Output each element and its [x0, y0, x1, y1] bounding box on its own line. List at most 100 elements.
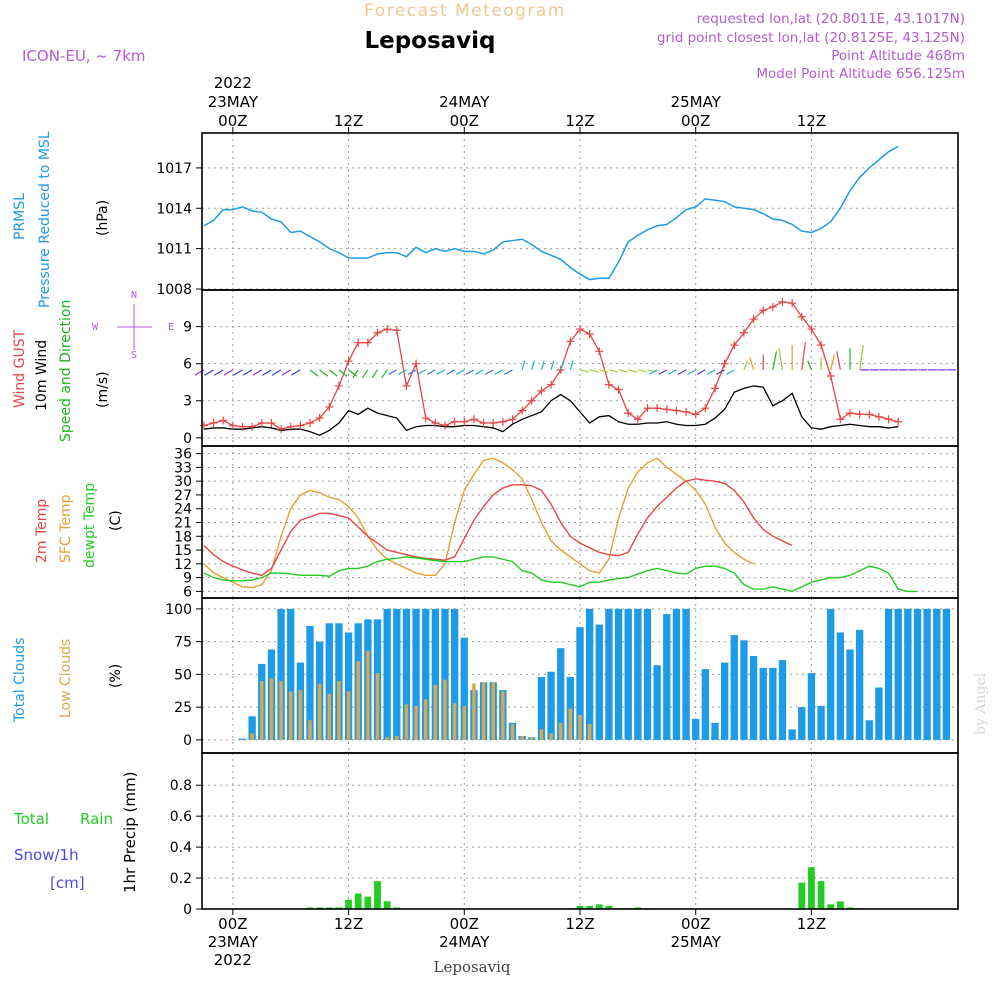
- y-tick-label: 6: [183, 584, 192, 600]
- gust-marker: [527, 396, 536, 405]
- y-tick-label: 0.2: [170, 871, 192, 887]
- wind-direction-arrow: [618, 369, 628, 373]
- wind-direction-arrow: [352, 369, 359, 379]
- wind-direction-arrow: [417, 369, 427, 375]
- total-cloud-bar: [836, 632, 845, 740]
- total-cloud-bar: [412, 608, 420, 740]
- total-cloud-bar: [537, 677, 546, 740]
- y-tick-label: 0.8: [170, 778, 192, 794]
- gust-marker: [556, 365, 565, 374]
- total-cloud-bar: [605, 608, 613, 740]
- gust-marker: [383, 325, 392, 334]
- low-cloud-bar: [288, 691, 293, 740]
- gust-marker: [797, 312, 806, 321]
- x-tick-label-bottom: 00Z: [218, 915, 247, 933]
- gust-marker: [421, 414, 430, 423]
- low-cloud-bar: [327, 694, 332, 740]
- gust-marker: [633, 415, 642, 424]
- total-cloud-bar: [817, 705, 825, 740]
- gust-marker: [315, 414, 324, 423]
- gust-marker: [894, 417, 903, 426]
- y-tick-label: 12: [174, 557, 192, 573]
- wind-direction-arrow: [579, 369, 590, 373]
- wind-direction-arrow: [599, 369, 609, 373]
- wind-direction-arrow: [204, 369, 214, 376]
- total-cloud-bar: [585, 608, 594, 740]
- total-cloud-bar: [393, 608, 401, 740]
- gust-marker: [807, 325, 816, 334]
- total-cloud-bar: [778, 659, 787, 740]
- wind-direction-arrow: [569, 360, 574, 371]
- x-tick-label-bottom: 25MAY: [671, 933, 722, 951]
- x-tick-label-bottom: 12Z: [334, 915, 363, 933]
- gust-marker: [373, 328, 382, 337]
- gust-marker: [682, 407, 691, 416]
- low-cloud-bar: [260, 680, 264, 740]
- total-cloud-bar: [663, 614, 671, 740]
- y-tick-label: 24: [174, 502, 192, 518]
- rain-bar: [345, 899, 352, 909]
- gust-marker: [585, 330, 594, 339]
- gust-marker: [334, 381, 343, 390]
- wind-direction-arrow: [608, 369, 619, 373]
- wind-direction-arrow: [381, 369, 388, 379]
- total-cloud-bar: [643, 608, 652, 740]
- low-cloud-bar: [520, 735, 524, 740]
- wind-direction-arrow: [550, 360, 555, 371]
- total-cloud-bar: [720, 662, 729, 740]
- x-tick-label-top: 25MAY: [671, 93, 722, 111]
- y-tick-label: 9: [183, 571, 192, 587]
- wind-direction-arrow: [706, 369, 716, 375]
- gust-marker: [624, 409, 633, 418]
- low-clouds-label: Low Clouds: [58, 639, 74, 718]
- total-cloud-bar: [624, 608, 632, 740]
- x-tick-label-bottom: 00Z: [450, 915, 479, 933]
- wind-direction-arrow: [589, 369, 599, 373]
- wind-direction-arrow: [371, 369, 378, 379]
- rain-bar: [354, 893, 362, 909]
- y-tick-label: 0.6: [170, 809, 192, 825]
- total-cloud-bar: [875, 687, 883, 740]
- gust-marker: [604, 380, 613, 389]
- x-tick-label-bottom: 23MAY: [208, 933, 259, 951]
- total-cloud-bar: [325, 623, 333, 740]
- low-cloud-bar: [491, 682, 495, 740]
- gust-marker: [614, 385, 623, 394]
- low-cloud-bar: [279, 680, 283, 740]
- low-cloud-bar: [337, 680, 341, 740]
- total-cloud-bar: [460, 637, 468, 740]
- rain-bar: [798, 882, 806, 909]
- ms-unit-label: (m/s): [95, 371, 111, 408]
- total-cloud-bar: [933, 608, 941, 740]
- compass-rose: N S W E: [92, 290, 174, 361]
- gust-marker: [566, 337, 575, 346]
- gust-marker: [344, 357, 353, 366]
- wind-direction-arrow: [233, 369, 243, 376]
- direction-label: Speed and Direction: [58, 300, 74, 442]
- gust-marker: [691, 410, 700, 419]
- wind-direction-arrow: [426, 369, 436, 375]
- low-cloud-bar: [250, 733, 254, 740]
- rain-bar: [364, 896, 372, 909]
- x-tick-label-bottom: 12Z: [797, 915, 826, 933]
- gust-marker: [730, 341, 739, 350]
- low-cloud-bar: [269, 678, 274, 740]
- gust-marker: [855, 410, 864, 419]
- gust-marker: [238, 422, 247, 431]
- total-cloud-bar: [769, 667, 777, 740]
- total-cloud-bar: [431, 608, 440, 740]
- cloud-side-labels: Total Clouds Low Clouds (%): [12, 638, 124, 723]
- wind-direction-arrow: [388, 369, 398, 375]
- wind-direction-arrow: [309, 369, 319, 377]
- total-cloud-bar: [788, 729, 796, 740]
- wind-direction-arrow: [338, 369, 348, 377]
- gust-marker: [778, 297, 787, 306]
- total-cloud-bar: [749, 656, 758, 740]
- total-cloud-bar: [422, 608, 430, 740]
- wind-direction-arrow: [213, 369, 224, 376]
- gust-marker: [209, 418, 218, 427]
- wind-direction-arrow: [668, 369, 677, 375]
- total-cloud-bar: [344, 632, 353, 740]
- wind-direction-arrow: [725, 369, 735, 375]
